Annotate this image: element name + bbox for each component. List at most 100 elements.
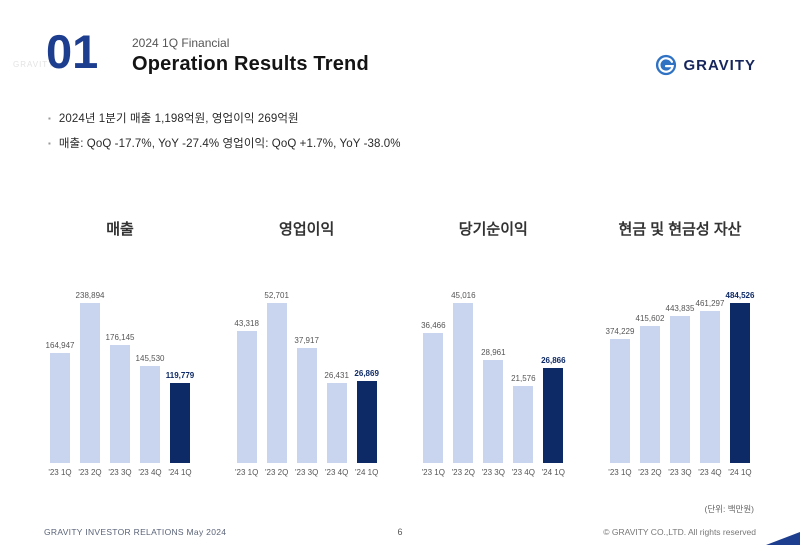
bar bbox=[110, 345, 130, 463]
bar-value-label: 415,602 bbox=[635, 314, 665, 323]
bullet-item: ▪ 2024년 1분기 매출 1,198억원, 영업이익 269억원 bbox=[48, 110, 401, 126]
bar bbox=[80, 303, 100, 463]
bar-group: 37,917 '23 3Q bbox=[294, 336, 319, 477]
bar-value-label: 461,297 bbox=[695, 299, 725, 308]
bar-value-label: 45,016 bbox=[451, 291, 476, 300]
x-axis-label: '23 4Q bbox=[138, 468, 162, 477]
footer-left: GRAVITY INVESTOR RELATIONS May 2024 bbox=[44, 527, 227, 537]
bar-value-label: 484,526 bbox=[725, 291, 755, 300]
bar-value-label: 43,318 bbox=[234, 319, 259, 328]
slide-kicker: 2024 1Q Financial bbox=[132, 36, 230, 50]
bar-group: 461,297 '23 4Q bbox=[695, 299, 725, 477]
bar-value-label: 443,835 bbox=[665, 304, 695, 313]
bar bbox=[50, 353, 70, 463]
gravity-logo-icon bbox=[655, 54, 677, 76]
x-axis-label: '23 3Q bbox=[481, 468, 505, 477]
bar-value-label: 26,869 bbox=[354, 369, 379, 378]
bar bbox=[140, 366, 160, 463]
x-axis-label: '24 1Q bbox=[541, 468, 565, 477]
bar-group: 164,947 '23 1Q bbox=[45, 341, 75, 477]
bar bbox=[609, 339, 630, 463]
corner-accent bbox=[766, 532, 800, 545]
bullet-item: ▪ 매출: QoQ -17.7%, YoY -27.4% 영업이익: QoQ +… bbox=[48, 135, 401, 151]
x-axis-label: '23 1Q bbox=[608, 468, 632, 477]
bar-group: 26,431 '23 4Q bbox=[324, 371, 349, 477]
x-axis-label: '23 3Q bbox=[108, 468, 132, 477]
x-axis-label: '23 3Q bbox=[668, 468, 692, 477]
x-axis-label: '23 4Q bbox=[511, 468, 535, 477]
x-axis-label: '23 2Q bbox=[264, 468, 289, 477]
bar-group: 119,779 '24 1Q bbox=[166, 371, 194, 477]
chart: 당기순이익 36,466 '23 1Q 45,016 '23 2Q 28,961 '23 3… bbox=[407, 218, 579, 477]
bar-group: 28,961 '23 3Q bbox=[481, 348, 506, 477]
chart-plot: 374,229'23 1Q 415,602'23 2Q 443,835'23 3Q 4… bbox=[606, 291, 755, 477]
x-axis-label: '23 2Q bbox=[638, 468, 662, 477]
x-axis-label: '23 1Q bbox=[234, 468, 259, 477]
chart-title: 현금 및 현금성 자산 bbox=[618, 221, 742, 238]
bar bbox=[639, 326, 660, 463]
bar-group: 374,229 '23 1Q bbox=[606, 327, 635, 477]
footer-page-number: 6 bbox=[397, 527, 403, 537]
chart: 영업이익 43,318 '23 1Q 52,701 '23 2Q 37,917 '23 3Q… bbox=[221, 218, 393, 477]
bar-group: 52,701 '23 2Q bbox=[264, 291, 289, 477]
chart-plot: 36,466 '23 1Q 45,016 '23 2Q 28,961 '23 3Q 21,5… bbox=[421, 291, 566, 477]
bar bbox=[423, 333, 444, 463]
bar bbox=[296, 348, 317, 463]
bar-group: 45,016 '23 2Q bbox=[451, 291, 476, 477]
chart-title: 매출 bbox=[106, 221, 134, 238]
bar-value-label: 176,145 bbox=[105, 333, 135, 342]
chart-title: 영업이익 bbox=[279, 221, 335, 238]
bar-group: 43,318 '23 1Q bbox=[234, 319, 259, 477]
bar bbox=[170, 383, 190, 463]
bar-value-label: 238,894 bbox=[75, 291, 105, 300]
chart-title: 당기순이익 bbox=[458, 221, 528, 238]
x-axis-label: '23 2Q bbox=[78, 468, 102, 477]
bar-value-label: 37,917 bbox=[294, 336, 319, 345]
bar bbox=[453, 303, 474, 463]
bullet-icon: ▪ bbox=[48, 114, 51, 123]
bar-group: 484,526 '24 1Q bbox=[725, 291, 755, 477]
watermark: GRAVITY bbox=[13, 60, 55, 69]
chart: 현금 및 현금성 자산 374,229'23 1Q 415,602'23 2Q 443… bbox=[594, 218, 766, 477]
x-axis-label: '23 2Q bbox=[451, 468, 475, 477]
bar-value-label: 26,866 bbox=[541, 356, 566, 365]
summary-bullets: ▪ 2024년 1분기 매출 1,198억원, 영업이익 269억원 ▪ 매출:… bbox=[48, 110, 401, 160]
unit-note: (단위: 백만원) bbox=[704, 504, 755, 514]
slide-number: 01 bbox=[46, 25, 99, 78]
bar bbox=[729, 303, 750, 463]
footer-copyright: © GRAVITY CO.,LTD. All rights reserved bbox=[603, 527, 756, 537]
bar-group: 21,576 '23 4Q bbox=[511, 374, 536, 477]
x-axis-label: '23 3Q bbox=[294, 468, 319, 477]
bar-value-label: 28,961 bbox=[481, 348, 506, 357]
bar-group: 415,602 '23 2Q bbox=[635, 314, 665, 477]
bar bbox=[699, 311, 720, 463]
page-title: Operation Results Trend bbox=[132, 53, 369, 75]
x-axis-label: '24 1Q bbox=[728, 468, 752, 477]
bar-value-label: 36,466 bbox=[421, 321, 446, 330]
bullet-text: 2024년 1분기 매출 1,198억원, 영업이익 269억원 bbox=[58, 113, 299, 125]
bar bbox=[513, 386, 534, 463]
bar bbox=[236, 331, 257, 463]
x-axis-label: '23 4Q bbox=[698, 468, 722, 477]
chart-plot: 164,947'23 1Q 238,894'23 2Q 176,145'23 3Q 1… bbox=[45, 291, 195, 477]
bar-group: 238,894 '23 2Q bbox=[75, 291, 105, 477]
bar-value-label: 145,530 bbox=[135, 354, 165, 363]
bar-value-label: 26,431 bbox=[324, 371, 349, 380]
gravity-logo: GRAVITY bbox=[655, 54, 756, 76]
bar bbox=[266, 303, 287, 463]
bar-group: 176,145 '23 3Q bbox=[105, 333, 135, 477]
x-axis-label: '23 4Q bbox=[324, 468, 349, 477]
bar-group: 145,530 '23 4Q bbox=[135, 354, 165, 477]
x-axis-label: '23 1Q bbox=[48, 468, 72, 477]
charts-row: 매출 164,947 '23 1Q 238,894 '23 2Q 176,145 '23 3… bbox=[34, 218, 766, 477]
bar-group: 26,866 '24 1Q bbox=[541, 356, 566, 477]
bar-group: 443,835 '23 3Q bbox=[665, 304, 695, 477]
bullet-text: 매출: QoQ -17.7%, YoY -27.4% 영업이익: QoQ +1.… bbox=[58, 138, 401, 150]
bar bbox=[543, 368, 564, 463]
bar-value-label: 21,576 bbox=[511, 374, 536, 383]
gravity-logo-text: GRAVITY bbox=[683, 56, 756, 74]
bar-value-label: 164,947 bbox=[45, 341, 75, 350]
x-axis-label: '24 1Q bbox=[354, 468, 379, 477]
bar bbox=[483, 360, 504, 463]
x-axis-label: '23 1Q bbox=[421, 468, 445, 477]
